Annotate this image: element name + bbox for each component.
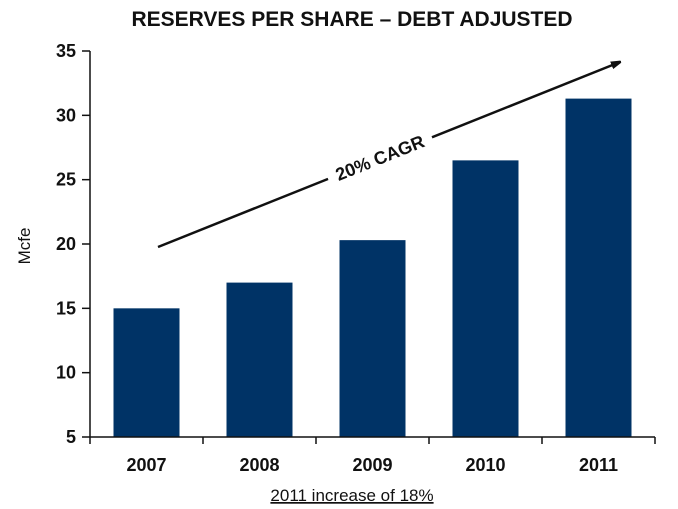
bars [113, 98, 632, 438]
y-tick-label: 30 [56, 105, 76, 125]
x-tick-label: 2008 [239, 455, 279, 475]
y-tick-label: 25 [56, 170, 76, 190]
chart-title: RESERVES PER SHARE – DEBT ADJUSTED [131, 8, 572, 31]
x-tick-label: 2009 [352, 455, 392, 475]
y-tick-label: 35 [56, 41, 76, 61]
x-tick-label: 2007 [126, 455, 166, 475]
y-tick-label: 15 [56, 298, 76, 318]
bar-2008 [226, 282, 293, 437]
y-tick-label: 10 [56, 363, 76, 383]
x-tick-label: 2010 [465, 455, 505, 475]
x-tick-label: 2011 [579, 455, 618, 475]
cagr-label: 20% CAGR [333, 131, 428, 185]
y-tick-label: 20 [56, 234, 76, 254]
cagr-label-bg [323, 126, 437, 191]
bar-2007 [113, 308, 180, 437]
bar-2010 [452, 160, 519, 437]
bar-2009 [339, 240, 406, 437]
footnote: 2011 increase of 18% [270, 486, 433, 505]
y-axis-label: Mcfe [15, 228, 34, 265]
axes [82, 50, 656, 444]
bar-2011 [565, 98, 632, 438]
cagr-annotation: 20% CAGR [157, 62, 620, 249]
y-tick-label: 5 [66, 427, 76, 447]
tick-labels: 5 10 15 20 25 30 35 2007 2008 2009 2010 2011 [56, 41, 618, 475]
